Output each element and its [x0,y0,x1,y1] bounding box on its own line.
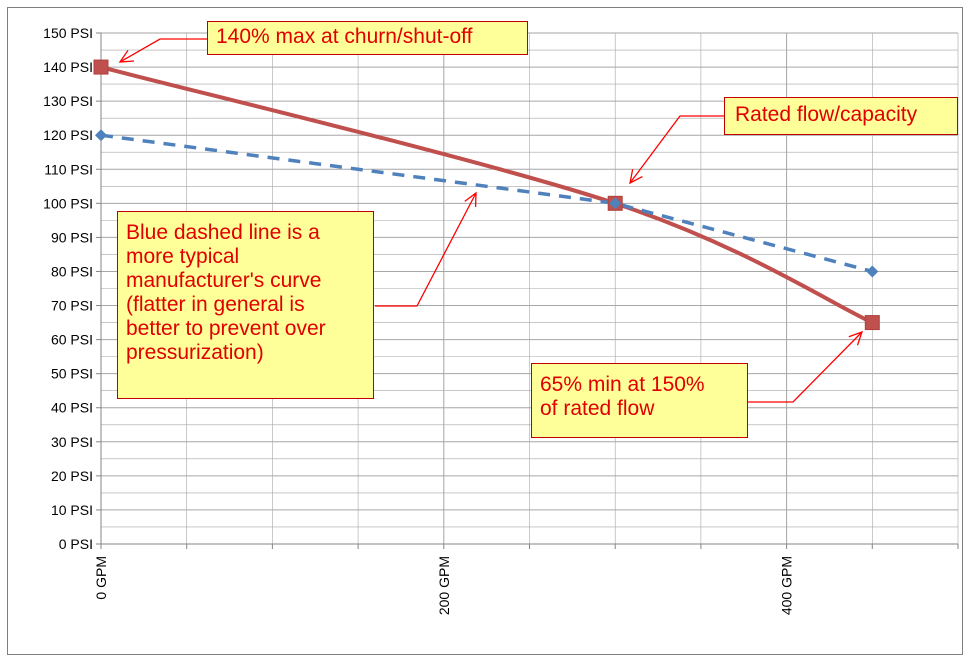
y-tick-label: 20 PSI [51,468,93,484]
annotation-rated: Rated flow/capacity [724,97,958,135]
annotation-typical-curve: Blue dashed line is a more typical manuf… [117,211,374,399]
annotation-min: 65% min at 150% of rated flow [531,363,748,438]
y-tick-label: 60 PSI [51,332,93,348]
annotation-rated-leader [629,115,724,184]
y-tick-label: 120 PSI [43,127,93,143]
annotation-typical-arrowhead [464,191,477,208]
series-markers [93,59,880,331]
y-tick-labels: 0 PSI 10 PSI 20 PSI 30 PSI 40 PSI 50 PSI 60 PS… [43,25,93,552]
series-0-marker [93,59,109,75]
y-tick-label: 110 PSI [44,161,93,177]
y-tick-label: 90 PSI [51,229,93,245]
series-0-marker [864,315,880,331]
y-tick-label: 30 PSI [51,434,93,450]
series-0-line [100,65,874,325]
series-1-marker [866,265,879,278]
series-1-marker [609,197,622,210]
y-tick-label: 70 PSI [51,298,93,314]
y-tick-label: 40 PSI [51,400,93,416]
annotation-min-leader [748,331,863,403]
series-1-marker [95,129,107,142]
annotation-rated-arrowhead [629,169,643,185]
y-tick-label: 10 PSI [51,502,93,518]
annotation-churn: 140% max at churn/shut-off [207,21,528,55]
annotation-min-arrowhead [848,330,864,346]
y-tick-label: 100 PSI [43,195,93,211]
annotation-churn-arrowhead [118,50,135,63]
annotation-leaders [118,38,864,403]
x-tick-label: 200 GPM [436,556,452,615]
y-tick-label: 50 PSI [51,366,93,382]
y-tick-label: 130 PSI [43,93,93,109]
series-lines [100,65,874,325]
y-tick-label: 80 PSI [51,263,93,279]
y-tick-label: 150 PSI [43,25,93,41]
annotation-typical-curve-text: Blue dashed line is a more typical manuf… [126,221,326,364]
annotation-rated-text: Rated flow/capacity [735,103,918,126]
annotation-churn-leader [119,38,207,63]
annotation-min-text: 65% min at 150% of rated flow [540,373,705,420]
annotation-typical-leader [375,192,477,307]
x-tick-label: 400 GPM [779,556,795,615]
annotation-churn-text: 140% max at churn/shut-off [216,25,473,48]
axes [96,32,959,549]
x-tick-label: 0 GPM [93,556,109,600]
y-tick-label: 0 PSI [59,536,93,552]
series-1-line [100,133,873,274]
y-tick-label: 140 PSI [43,59,93,75]
x-tick-labels: 0 GPM 200 GPM 400 GPM [93,556,795,615]
